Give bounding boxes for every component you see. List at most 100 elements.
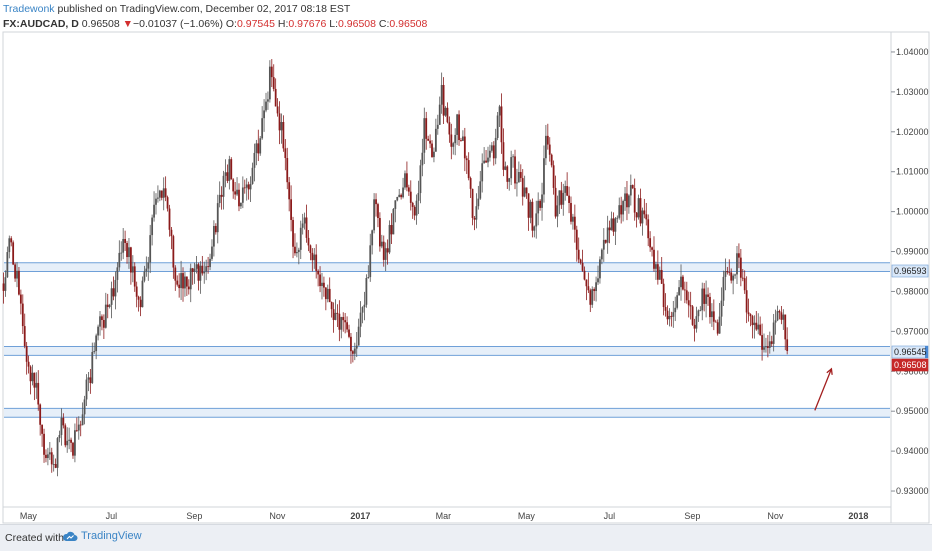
candle[interactable] bbox=[597, 265, 599, 285]
candle[interactable] bbox=[155, 193, 157, 215]
candle[interactable] bbox=[168, 204, 171, 237]
candle[interactable] bbox=[508, 177, 511, 191]
candle[interactable] bbox=[516, 168, 518, 197]
candle[interactable] bbox=[294, 233, 296, 256]
candle[interactable] bbox=[195, 256, 198, 274]
candle[interactable] bbox=[707, 287, 709, 306]
candle[interactable] bbox=[230, 157, 233, 180]
candle[interactable] bbox=[332, 302, 335, 333]
candle[interactable] bbox=[550, 153, 553, 168]
candle[interactable] bbox=[772, 313, 775, 352]
candle[interactable] bbox=[106, 293, 109, 319]
candle[interactable] bbox=[548, 137, 551, 162]
candle[interactable] bbox=[164, 176, 167, 202]
candle[interactable] bbox=[263, 99, 265, 132]
candle[interactable] bbox=[19, 289, 22, 315]
candle[interactable] bbox=[741, 269, 744, 282]
candle[interactable] bbox=[544, 124, 547, 166]
candle[interactable] bbox=[502, 128, 505, 177]
candle[interactable] bbox=[280, 113, 283, 144]
candle[interactable] bbox=[56, 437, 59, 477]
candle[interactable] bbox=[83, 395, 86, 425]
candle[interactable] bbox=[21, 294, 24, 335]
candle[interactable] bbox=[14, 262, 16, 282]
candle[interactable] bbox=[709, 292, 711, 324]
candle[interactable] bbox=[417, 180, 420, 215]
candle[interactable] bbox=[670, 311, 673, 327]
candle[interactable] bbox=[141, 276, 144, 308]
candle[interactable] bbox=[37, 370, 40, 411]
candle[interactable] bbox=[330, 301, 333, 318]
candle[interactable] bbox=[102, 314, 105, 340]
candle[interactable] bbox=[272, 64, 275, 92]
candle[interactable] bbox=[224, 159, 227, 188]
candle[interactable] bbox=[351, 349, 354, 363]
candle[interactable] bbox=[639, 188, 642, 227]
candle[interactable] bbox=[572, 213, 574, 230]
candle[interactable] bbox=[537, 192, 540, 226]
candle[interactable] bbox=[255, 139, 258, 166]
candle[interactable] bbox=[394, 200, 397, 223]
candle[interactable] bbox=[48, 442, 51, 460]
candle[interactable] bbox=[353, 342, 356, 361]
candle[interactable] bbox=[633, 178, 636, 221]
candle[interactable] bbox=[66, 427, 69, 453]
candle[interactable] bbox=[131, 255, 134, 283]
candle[interactable] bbox=[664, 293, 667, 317]
candle[interactable] bbox=[487, 146, 489, 168]
candle[interactable] bbox=[286, 147, 289, 190]
candle[interactable] bbox=[193, 262, 196, 284]
candle[interactable] bbox=[305, 204, 308, 243]
candle[interactable] bbox=[614, 216, 617, 245]
candle[interactable] bbox=[629, 174, 632, 206]
candle[interactable] bbox=[72, 441, 74, 459]
candle[interactable] bbox=[450, 123, 453, 160]
candle[interactable] bbox=[355, 332, 358, 358]
candle[interactable] bbox=[104, 292, 107, 329]
candle[interactable] bbox=[728, 259, 731, 276]
candle[interactable] bbox=[608, 220, 611, 244]
candle[interactable] bbox=[485, 150, 487, 163]
candle[interactable] bbox=[429, 134, 431, 149]
candle[interactable] bbox=[433, 147, 435, 163]
candle[interactable] bbox=[467, 152, 470, 181]
candle[interactable] bbox=[761, 323, 763, 361]
candle[interactable] bbox=[149, 224, 152, 274]
candle[interactable] bbox=[172, 234, 175, 279]
candle[interactable] bbox=[653, 236, 655, 272]
candle[interactable] bbox=[452, 141, 455, 155]
candle[interactable] bbox=[267, 91, 269, 110]
candle[interactable] bbox=[114, 271, 117, 310]
candle[interactable] bbox=[687, 291, 690, 318]
candle[interactable] bbox=[425, 111, 428, 150]
candle[interactable] bbox=[463, 127, 466, 172]
candle[interactable] bbox=[232, 178, 235, 199]
candle[interactable] bbox=[726, 266, 729, 275]
candle[interactable] bbox=[135, 281, 138, 308]
candle[interactable] bbox=[18, 266, 20, 296]
candle[interactable] bbox=[407, 184, 410, 196]
candle[interactable] bbox=[91, 342, 94, 384]
candle[interactable] bbox=[390, 213, 393, 245]
candle[interactable] bbox=[622, 199, 625, 222]
projection-arrow[interactable] bbox=[814, 367, 833, 411]
candle[interactable] bbox=[191, 267, 194, 285]
candle[interactable] bbox=[211, 239, 213, 261]
candle[interactable] bbox=[122, 228, 125, 260]
candle[interactable] bbox=[8, 235, 11, 259]
candle[interactable] bbox=[685, 281, 688, 304]
candle[interactable] bbox=[116, 262, 119, 293]
candle[interactable] bbox=[496, 111, 499, 141]
candle[interactable] bbox=[284, 139, 287, 171]
candle[interactable] bbox=[25, 341, 28, 375]
candle[interactable] bbox=[50, 447, 53, 473]
candle[interactable] bbox=[431, 140, 433, 158]
candle[interactable] bbox=[324, 287, 327, 311]
candle[interactable] bbox=[583, 266, 586, 281]
candle[interactable] bbox=[718, 303, 721, 334]
tradingview-brand[interactable]: TradingView bbox=[62, 530, 142, 542]
candle[interactable] bbox=[701, 282, 704, 321]
candle[interactable] bbox=[562, 183, 565, 216]
candle[interactable] bbox=[367, 265, 370, 279]
candle[interactable] bbox=[342, 312, 345, 332]
